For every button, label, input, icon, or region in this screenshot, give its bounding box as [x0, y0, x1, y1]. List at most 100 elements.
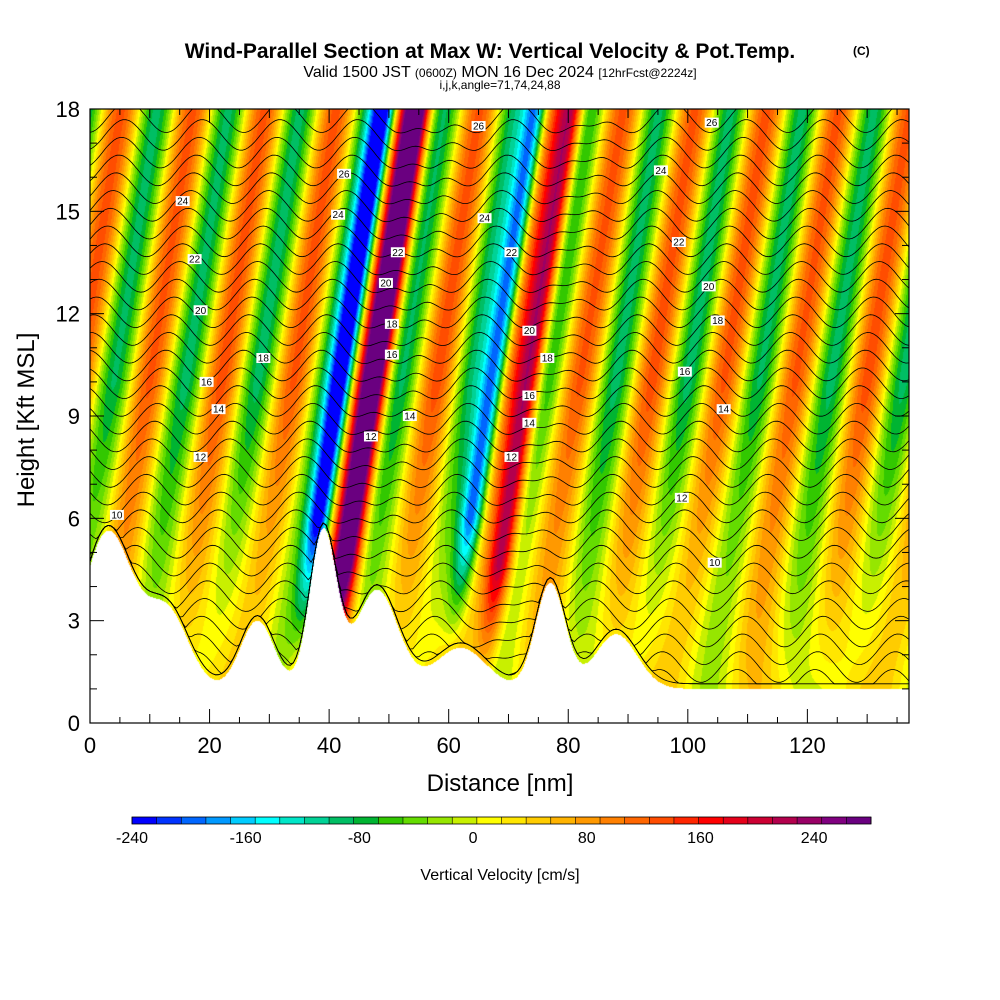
theta-contour-line — [90, 367, 909, 400]
theta-contour-line — [90, 522, 909, 577]
theta-contour-line — [90, 314, 909, 347]
contour-label: 14 — [522, 417, 537, 429]
colorbar-swatch — [452, 817, 478, 824]
chart-subtitle: Valid 1500 JST (0600Z) MON 16 Dec 2024 [… — [303, 64, 696, 81]
contour-label-text: 24 — [333, 210, 345, 221]
y-tick-label: 15 — [56, 199, 80, 224]
contour-label: 12 — [193, 451, 208, 463]
theta-contour-line — [90, 522, 909, 666]
colorbar-swatch — [550, 817, 576, 824]
y-tick-label: 3 — [68, 609, 80, 634]
contour-label-text: 16 — [386, 350, 398, 361]
colorbar-swatch — [353, 817, 379, 824]
contour-label-text: 20 — [380, 278, 392, 289]
contour-label: 14 — [716, 404, 731, 416]
theta-contour-line — [90, 420, 909, 453]
theta-contour-line — [90, 438, 909, 471]
colorbar-tick-label: 80 — [578, 830, 596, 847]
theta-contour-line — [90, 136, 909, 169]
colorbar-swatch — [402, 817, 428, 824]
contour-label-text: 12 — [365, 432, 377, 443]
colorbar-swatch — [600, 817, 625, 824]
contour-label: 14 — [211, 404, 226, 416]
contour-label: 16 — [677, 366, 692, 378]
colorbar-swatch — [279, 817, 305, 824]
x-tick-label: 60 — [436, 733, 460, 758]
contour-label-text: 12 — [195, 452, 207, 463]
colorbar-swatch — [747, 817, 773, 824]
colorbar: -240 -160 -80 0 80 160 240 — [116, 816, 872, 847]
theta-contour-line — [90, 225, 909, 258]
theta-contour-line — [90, 207, 909, 240]
contour-label: 18 — [540, 353, 555, 365]
contour-label-text: 24 — [177, 197, 189, 208]
theta-contour-line — [90, 522, 909, 595]
contour-label: 10 — [109, 509, 124, 521]
colorbar-swatch — [205, 817, 231, 824]
chart-title: Wind-Parallel Section at Max W: Vertical… — [185, 40, 796, 63]
colorbar-swatch — [181, 817, 207, 824]
colorbar-swatch — [698, 817, 724, 824]
theta-contour-line — [90, 119, 909, 152]
contour-label: 24 — [175, 196, 190, 208]
theta-contour-line — [90, 522, 909, 683]
colorbar-swatch — [673, 817, 699, 824]
y-tick-label: 6 — [68, 506, 80, 531]
colorbar-swatch — [329, 817, 354, 824]
theta-contours — [90, 109, 909, 685]
colorbar-swatch — [427, 817, 453, 824]
theta-contour-line — [90, 190, 909, 223]
colorbar-swatch — [255, 817, 281, 824]
colorbar-swatch — [821, 817, 847, 824]
contour-label: 22 — [504, 247, 519, 259]
colorbar-swatch — [624, 817, 650, 824]
contour-label-text: 14 — [718, 405, 730, 416]
theta-contour-line — [90, 473, 909, 506]
contour-label: 20 — [193, 305, 208, 317]
theta-contour-line — [90, 172, 909, 205]
contour-label: 24 — [331, 209, 346, 221]
theta-contour-line — [90, 522, 909, 648]
contour-label-text: 12 — [676, 493, 688, 504]
colorbar-tick-label: -160 — [230, 830, 262, 847]
contour-label: 18 — [384, 318, 399, 330]
contour-label: 24 — [477, 213, 492, 225]
contour-label: 26 — [704, 117, 719, 129]
chart-indices: i,j,k,angle=71,74,24,88 — [439, 78, 560, 92]
colorbar-swatch — [476, 817, 502, 824]
theta-contour-line — [90, 296, 909, 329]
contour-label-text: 12 — [506, 452, 518, 463]
contour-label: 26 — [337, 168, 352, 180]
subtitle-fcst: [12hrFcst@2224z] — [598, 66, 696, 80]
colorbar-tick-label: 0 — [469, 830, 478, 847]
colorbar-tick-label: -80 — [348, 830, 371, 847]
colorbar-label: Vertical Velocity [cm/s] — [420, 867, 579, 884]
theta-contour-line — [90, 349, 909, 382]
contour-label: 22 — [671, 237, 686, 249]
theta-contour-line — [90, 491, 909, 524]
x-axis: 0 20 40 60 80 100 120 — [84, 109, 898, 758]
colorbar-swatch — [526, 817, 552, 824]
colorbar-swatch — [230, 817, 256, 824]
contour-label-text: 22 — [506, 248, 518, 259]
y-axis-label: Height [Kft MSL] — [13, 333, 40, 508]
contour-label-text: 16 — [201, 377, 213, 388]
x-axis-label: Distance [nm] — [427, 770, 574, 797]
contour-label-text: 14 — [404, 412, 416, 423]
contour-label: 20 — [378, 277, 393, 289]
contour-label: 10 — [707, 557, 722, 569]
contour-label-text: 20 — [703, 282, 715, 293]
contour-label-text: 20 — [195, 306, 207, 317]
theta-contour-line — [90, 109, 893, 134]
contour-label: 26 — [471, 121, 486, 133]
theta-contour-line — [90, 522, 909, 560]
contour-label: 20 — [522, 325, 537, 337]
contour-label-text: 22 — [392, 248, 404, 259]
colorbar-swatch — [575, 817, 601, 824]
theta-contour-line — [90, 385, 909, 418]
subtitle-date: MON 16 Dec 2024 — [457, 64, 598, 81]
subtitle-utc: (0600Z) — [415, 66, 457, 80]
subtitle-main: Valid 1500 JST — [303, 64, 414, 81]
x-tick-label: 100 — [669, 733, 706, 758]
